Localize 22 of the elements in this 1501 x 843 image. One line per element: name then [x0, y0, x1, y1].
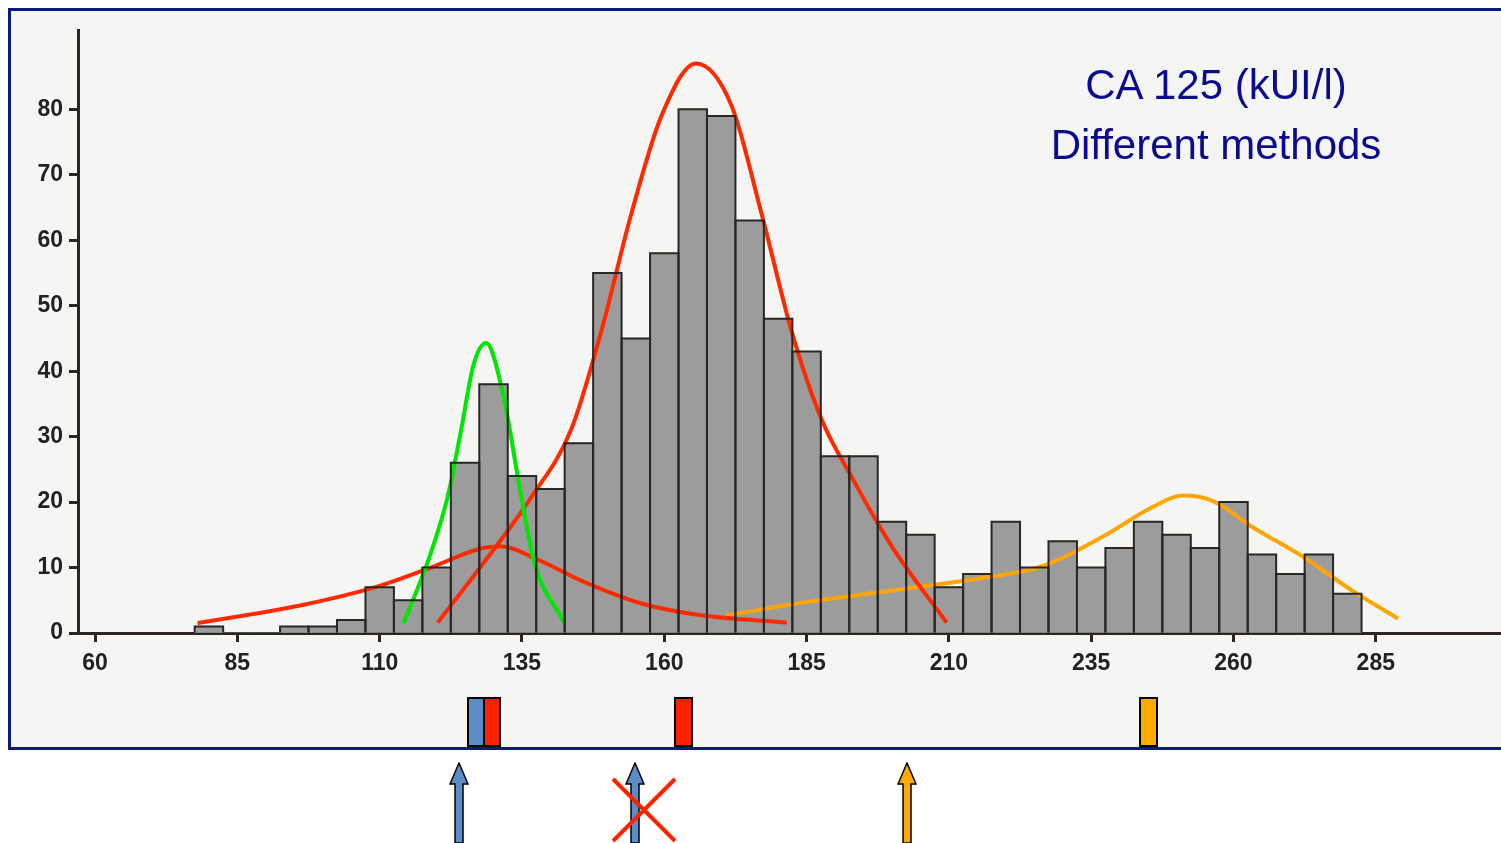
y-tick-label: 30: [37, 421, 63, 448]
x-tick-label: 285: [1356, 649, 1396, 676]
x-tick-label: 160: [645, 649, 684, 676]
x-tick-label: 260: [1214, 649, 1253, 676]
y-tick-label: 20: [37, 487, 63, 514]
y-tick-label: 40: [37, 356, 63, 383]
text: Different methods: [1049, 120, 1383, 170]
x-tick-label: 60: [82, 649, 108, 676]
x-tick-label: 110: [361, 649, 399, 676]
line-series: [724, 493, 1400, 621]
x-tick-label: 135: [502, 649, 542, 676]
y-tick-label: 10: [37, 552, 63, 579]
x-tick-label: 235: [1071, 649, 1111, 676]
y-tick-label: 80: [37, 94, 63, 121]
y-tick-label: 0: [50, 618, 63, 645]
x-tick-label: 185: [787, 649, 826, 676]
text: CA 125 (kUI/l): [1084, 60, 1348, 110]
x-tick-label: 210: [929, 649, 969, 676]
y-tick-label: 50: [37, 291, 63, 318]
y-tick-label: 60: [37, 225, 63, 252]
x-tick-label: 85: [224, 649, 251, 676]
y-tick-label: 70: [37, 160, 63, 187]
